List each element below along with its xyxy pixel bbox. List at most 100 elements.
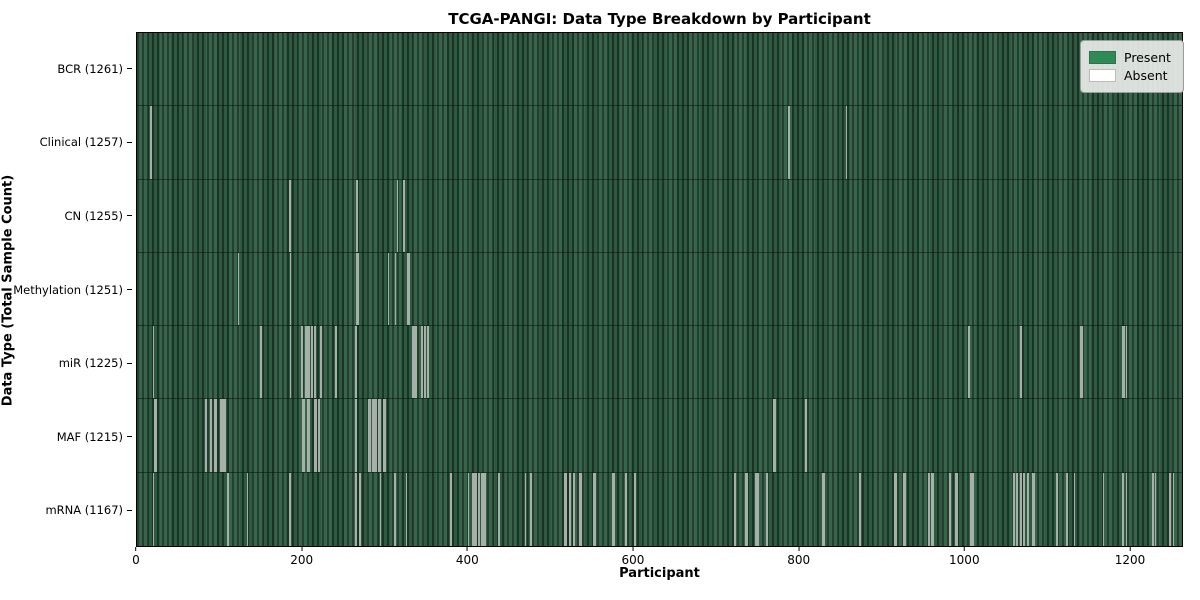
absent-line [369, 399, 371, 472]
y-tick-CN: CN (1255) [64, 209, 132, 223]
absent-line [613, 472, 615, 546]
absent-line [319, 326, 322, 399]
absent-line [594, 472, 596, 546]
absent-line [313, 326, 316, 399]
absent-line [1019, 472, 1022, 546]
x-tick-800: 800 [787, 547, 810, 567]
x-tick-label: 800 [787, 553, 811, 567]
absent-line [774, 399, 776, 472]
absent-line [569, 472, 571, 546]
absent-line [1102, 472, 1105, 546]
absent-line [213, 399, 216, 472]
absent-line [733, 472, 736, 546]
absent-line [757, 472, 759, 546]
y-tick-mark [127, 215, 132, 217]
absent-line [734, 472, 737, 546]
absent-line [612, 472, 614, 546]
x-tick-mark [301, 547, 303, 551]
absent-line [633, 472, 636, 546]
absent-line [314, 326, 317, 399]
y-tick-mark [127, 289, 132, 290]
absent-line [412, 326, 414, 399]
absent-line [227, 472, 229, 546]
absent-line [481, 472, 484, 546]
absent-line [377, 399, 379, 472]
absent-line [968, 326, 971, 399]
absent-line [1023, 472, 1025, 546]
x-tick-label: 400 [455, 553, 479, 567]
absent-line [1016, 472, 1019, 546]
absent-line [1073, 472, 1076, 546]
x-tick-mark [466, 547, 468, 551]
y-tick-mark [127, 68, 132, 70]
absent-line [1172, 472, 1175, 546]
absent-line [383, 399, 385, 472]
legend-entry-absent: Absent [1089, 68, 1175, 83]
absent-line [1027, 472, 1029, 546]
y-tick-Methylation: Methylation (1251) [13, 283, 132, 297]
heatmap-row-miR [137, 326, 1182, 400]
absent-line [220, 399, 222, 472]
absent-line [260, 326, 262, 399]
absent-line [1033, 472, 1035, 546]
absent-line [625, 472, 627, 546]
heatmap-row-Clinical [137, 106, 1182, 180]
absent-line [498, 472, 500, 546]
absent-line [1020, 326, 1023, 399]
absent-line [209, 399, 212, 472]
x-tick-1000: 1000 [949, 547, 980, 567]
absent-line [356, 179, 358, 252]
absent-line [404, 179, 406, 252]
absent-line [204, 399, 207, 472]
absent-line [155, 399, 157, 472]
absent-line [314, 399, 317, 472]
absent-line [372, 399, 374, 472]
absent-line [1032, 472, 1034, 546]
chart-title: TCGA-PANGI: Data Type Breakdown by Parti… [448, 10, 871, 28]
y-tick-BCR: BCR (1261) [57, 62, 132, 76]
absent-line [396, 179, 398, 252]
absent-line [375, 399, 378, 472]
absent-line [307, 326, 309, 399]
absent-line [152, 472, 155, 546]
y-tick-mark [127, 141, 132, 143]
absent-line [215, 399, 217, 472]
x-tick-400: 400 [456, 547, 479, 567]
absent-line [359, 472, 361, 546]
absent-line [1056, 472, 1058, 546]
absent-line [823, 472, 825, 546]
x-axis: 0 200 400 600 800 1000 1200 [132, 547, 1183, 569]
absent-line [772, 399, 775, 472]
absent-line [355, 326, 357, 399]
y-tick-Clinical: Clinical (1257) [40, 135, 132, 149]
absent-line [580, 472, 582, 546]
absent-line [407, 252, 409, 326]
absent-line [746, 472, 748, 546]
absent-line [929, 472, 931, 546]
heatmap-row-mRNA [137, 472, 1182, 546]
x-tick-0: 0 [132, 547, 140, 567]
x-tick-mark [798, 547, 800, 551]
absent-line [304, 326, 307, 399]
absent-line [427, 326, 429, 399]
absent-line [375, 399, 377, 472]
absent-line [572, 472, 575, 546]
legend-label-absent: Absent [1124, 68, 1168, 83]
x-tick-label: 200 [290, 553, 314, 567]
absent-line [931, 472, 933, 546]
absent-line [903, 472, 905, 546]
heatmap-row-MAF [137, 399, 1182, 473]
y-axis: BCR (1261) Clinical (1257) CN (1255) Methyl… [0, 32, 132, 547]
y-tick-mark [127, 436, 132, 438]
absent-line [845, 106, 847, 179]
absent-line [307, 399, 309, 472]
absent-line [302, 399, 304, 472]
absent-line [311, 326, 313, 399]
absent-line [308, 326, 310, 399]
x-tick-label: 0 [132, 553, 140, 567]
absent-line [1020, 472, 1023, 546]
absent-line [219, 399, 222, 472]
absent-line [475, 472, 477, 546]
absent-line [428, 326, 430, 399]
absent-line [524, 472, 527, 546]
